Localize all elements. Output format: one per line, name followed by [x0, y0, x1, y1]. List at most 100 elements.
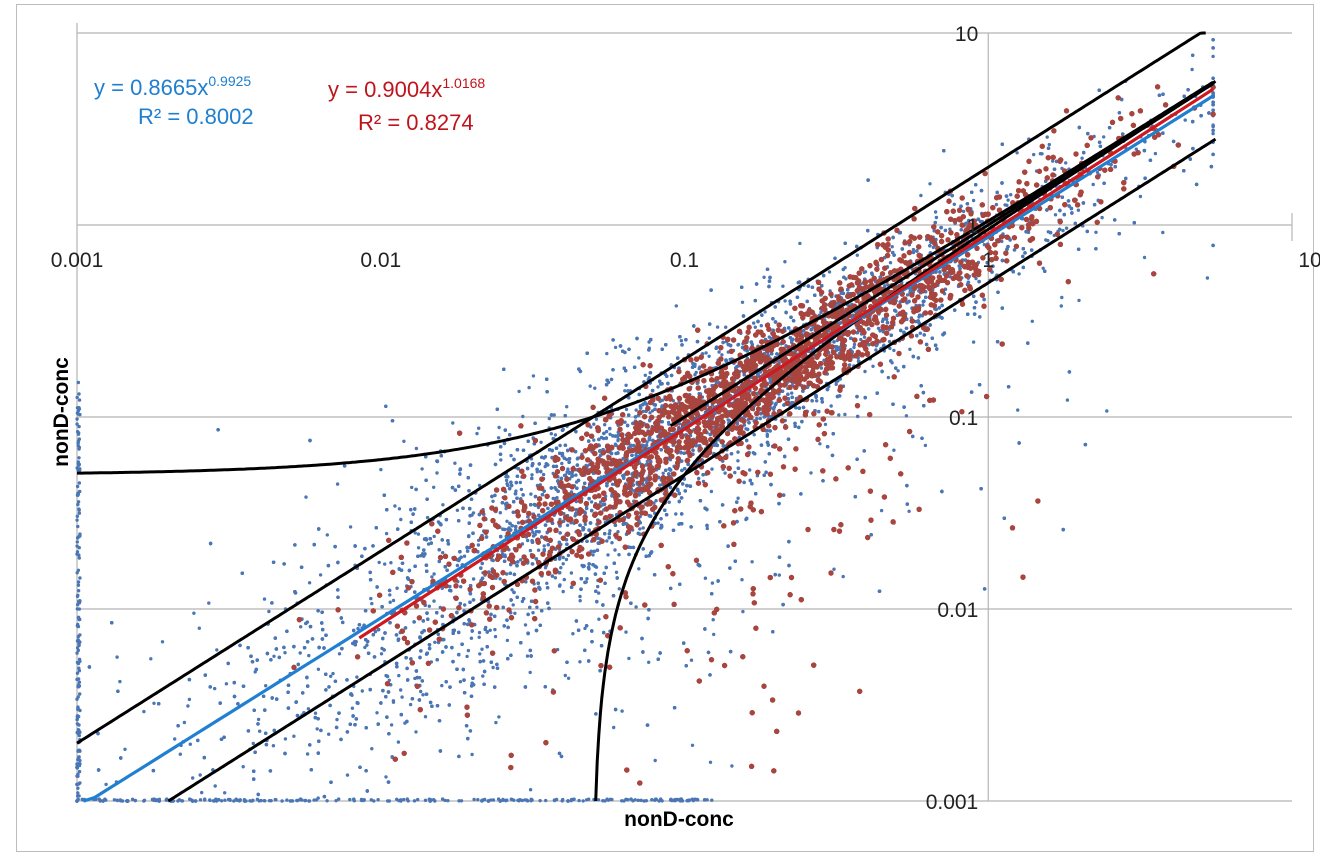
data-point — [481, 674, 485, 678]
data-point — [819, 366, 824, 370]
data-point — [224, 682, 229, 686]
data-point — [724, 325, 728, 329]
data-point — [750, 560, 754, 564]
data-point — [667, 422, 671, 426]
data-point — [1080, 156, 1084, 160]
data-point — [762, 275, 766, 279]
data-point — [458, 680, 463, 684]
data-point — [934, 215, 939, 220]
data-point — [337, 652, 342, 656]
data-point — [528, 788, 533, 792]
data-point — [565, 523, 570, 527]
data-point — [931, 245, 936, 250]
data-point — [384, 775, 388, 779]
data-point — [543, 464, 547, 469]
data-point — [908, 347, 912, 351]
data-point — [1017, 272, 1021, 276]
data-point — [441, 551, 445, 555]
data-point — [547, 416, 551, 421]
data-point — [325, 533, 329, 537]
data-point — [539, 440, 543, 444]
data-point — [197, 626, 201, 630]
data-point — [493, 627, 497, 632]
data-point — [1064, 226, 1069, 230]
data-point — [397, 507, 402, 511]
data-point — [964, 221, 968, 225]
data-point — [331, 671, 335, 676]
data-point — [423, 715, 428, 719]
data-point — [329, 674, 333, 678]
data-point — [528, 670, 532, 675]
data-point — [413, 531, 417, 535]
data-point — [348, 525, 353, 529]
data-point — [871, 364, 875, 368]
data-point — [463, 603, 467, 607]
data-point — [561, 555, 565, 560]
data-point — [545, 581, 549, 585]
data-point — [974, 276, 978, 281]
data-point — [534, 529, 539, 534]
data-point — [400, 695, 404, 699]
data-point — [387, 678, 391, 682]
data-point — [542, 544, 546, 548]
data-point — [271, 744, 276, 748]
data-point — [397, 673, 401, 678]
data-point — [118, 679, 122, 684]
data-point — [251, 741, 255, 746]
data-point — [207, 601, 211, 605]
data-point — [616, 530, 620, 534]
data-point — [677, 422, 682, 426]
data-point — [509, 453, 513, 458]
data-point — [488, 628, 492, 632]
data-point — [557, 584, 562, 588]
data-point — [395, 586, 399, 590]
data-point — [819, 310, 823, 314]
data-point — [710, 467, 714, 471]
data-point — [620, 709, 624, 713]
data-point — [1100, 215, 1104, 220]
data-point — [689, 658, 694, 662]
data-point — [815, 399, 819, 403]
data-point — [370, 601, 374, 606]
data-point — [892, 348, 896, 353]
data-point — [149, 657, 153, 661]
data-point — [752, 433, 756, 437]
data-point — [504, 478, 509, 483]
data-point — [267, 609, 271, 614]
data-point — [416, 546, 421, 550]
data-point — [455, 508, 460, 512]
data-point — [624, 383, 628, 387]
data-point — [477, 635, 481, 639]
data-point — [694, 370, 698, 375]
data-point — [565, 405, 569, 409]
data-point — [433, 640, 437, 644]
data-point — [518, 480, 522, 485]
data-point — [603, 423, 607, 427]
data-point — [843, 412, 847, 417]
data-point — [1183, 118, 1187, 122]
data-point — [736, 459, 740, 463]
data-point — [198, 773, 202, 777]
data-point — [365, 643, 369, 647]
data-point — [480, 647, 484, 651]
data-point — [841, 574, 845, 579]
data-point — [451, 421, 455, 425]
data-point — [617, 587, 621, 591]
data-point — [574, 473, 578, 477]
data-point — [315, 727, 319, 731]
data-point — [497, 425, 501, 430]
data-point — [888, 261, 893, 265]
data-point — [855, 253, 859, 257]
data-point — [852, 342, 857, 347]
data-point — [648, 411, 652, 415]
data-point — [313, 711, 318, 715]
data-point — [213, 686, 217, 691]
data-point — [627, 656, 631, 661]
data-point — [923, 443, 928, 448]
data-point — [520, 599, 525, 604]
data-point — [736, 496, 740, 500]
data-point — [661, 471, 665, 475]
data-point — [652, 501, 656, 505]
data-point — [531, 530, 535, 534]
data-point — [823, 422, 828, 427]
